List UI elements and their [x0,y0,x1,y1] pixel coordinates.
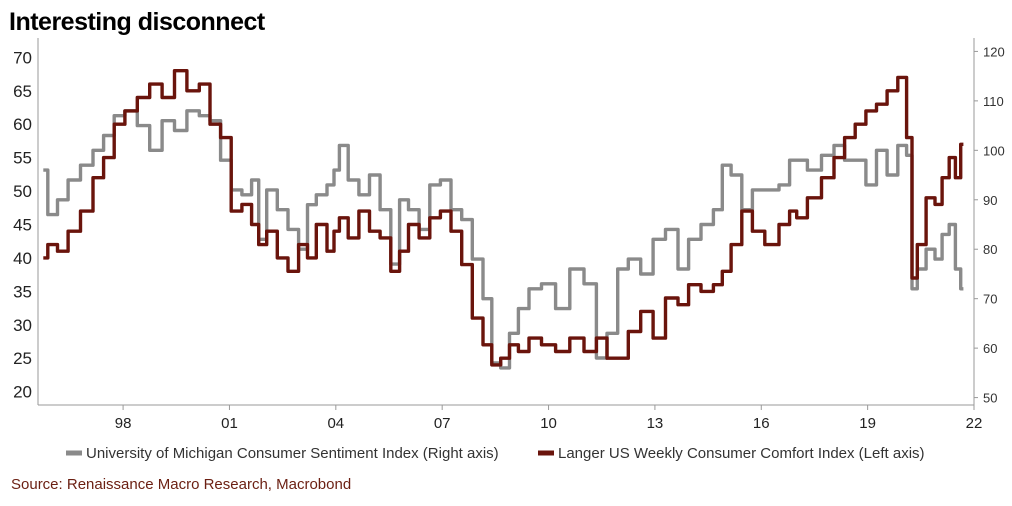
left-tick-label: 35 [13,282,32,301]
x-tick-label: 16 [753,415,770,432]
right-tick-label: 80 [983,242,997,257]
right-tick-label: 120 [983,44,1005,59]
left-tick-label: 65 [13,82,32,101]
legend-item-sentiment-label: University of Michigan Consumer Sentimen… [86,445,499,462]
left-tick-label: 30 [13,316,32,335]
right-tick-label: 70 [983,292,997,307]
left-tick-label: 60 [13,115,32,134]
left-tick-label: 20 [13,383,32,402]
x-tick-label: 19 [859,415,876,432]
x-tick-label: 10 [540,415,557,432]
left-tick-label: 50 [13,182,32,201]
left-tick-label: 70 [13,48,32,67]
left-tick-label: 40 [13,249,32,268]
left-tick-label: 25 [13,349,32,368]
right-tick-label: 60 [983,341,997,356]
right-tick-label: 110 [983,94,1004,109]
comfort-series-line [43,69,964,367]
left-tick-label: 55 [13,149,32,168]
x-tick-label: 04 [327,415,344,432]
legend-item-comfort-label: Langer US Weekly Consumer Comfort Index … [558,445,925,462]
x-tick-label: 13 [647,415,664,432]
left-tick-label: 45 [13,216,32,235]
right-tick-label: 50 [983,391,997,406]
right-tick-label: 100 [983,143,1005,158]
source-note: Source: Renaissance Macro Research, Macr… [11,476,352,493]
x-tick-label: 07 [434,415,451,432]
right-tick-label: 90 [983,193,997,208]
chart-title: Interesting disconnect [9,8,265,36]
x-tick-label: 01 [221,415,238,432]
sentiment-series-line [43,109,964,370]
x-tick-label: 98 [115,415,132,432]
x-tick-label: 22 [966,415,983,432]
